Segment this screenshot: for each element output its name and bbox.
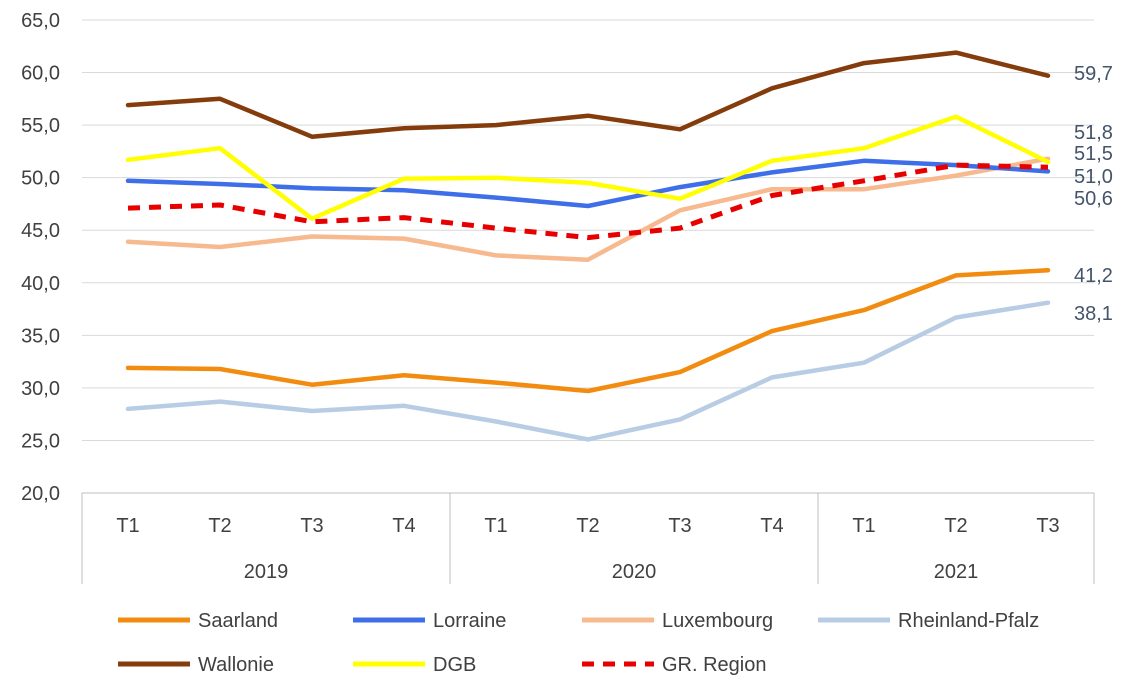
- legend: Saarland Lorraine Luxembourg Rheinland-Pfal…: [118, 610, 1039, 676]
- x-tick-label: T3: [1036, 515, 1059, 537]
- series-line-lorraine: [125, 158, 1051, 209]
- y-tick-label: 60,0: [21, 63, 60, 85]
- end-label-saarland: 41,2: [1074, 265, 1113, 287]
- series-line-dgb: [125, 114, 1051, 221]
- series-line-saarland: [125, 267, 1051, 394]
- series-line-rheinland-pfalz: [125, 300, 1051, 442]
- end-labels: 41,2 50,6 51,8 38,1 59,7 51,551,0: [1074, 63, 1113, 325]
- x-group-label: 2020: [612, 561, 657, 583]
- legend-label: Wallonie: [198, 654, 274, 676]
- end-label-lorraine: 50,6: [1074, 188, 1113, 210]
- series-line-luxembourg: [125, 156, 1051, 262]
- end-label-wallonie: 59,7: [1074, 63, 1113, 85]
- y-tick-label: 25,0: [21, 430, 60, 452]
- series-lines: [125, 50, 1051, 442]
- legend-label: Luxembourg: [662, 610, 773, 632]
- legend-label: GR. Region: [662, 654, 767, 676]
- x-tick-label: T3: [668, 515, 691, 537]
- gridlines: [82, 19, 1094, 441]
- x-tick-label: T1: [116, 515, 139, 537]
- legend-item: DGB: [353, 654, 476, 676]
- y-tick-label: 45,0: [21, 220, 60, 242]
- x-tick-label: T3: [300, 515, 323, 537]
- y-tick-label: 50,0: [21, 168, 60, 190]
- legend-item: GR. Region: [582, 654, 767, 676]
- x-group-label: 2021: [934, 561, 979, 583]
- legend-item: Lorraine: [353, 610, 506, 632]
- y-tick-label: 20,0: [21, 483, 60, 505]
- end-label-dgb: 51,5: [1074, 143, 1113, 165]
- end-label-gr-region: 51,0: [1074, 166, 1113, 188]
- legend-item: Wallonie: [118, 654, 274, 676]
- legend-item: Rheinland-Pfalz: [818, 610, 1039, 632]
- legend-item: Luxembourg: [582, 610, 773, 632]
- x-tick-label: T4: [760, 515, 783, 537]
- x-tick-label: T2: [576, 515, 599, 537]
- legend-label: Rheinland-Pfalz: [898, 610, 1039, 632]
- series-line-gr-region: [127, 162, 1049, 241]
- x-tick-label: T1: [484, 515, 507, 537]
- y-tick-label: 55,0: [21, 115, 60, 137]
- series-line-wallonie: [125, 50, 1051, 139]
- x-axis: T1 T2 T3 T4 T1 T2 T3 T4 T1 T2 T3 2019 2020 2021: [81, 492, 1095, 584]
- y-axis: 20,0 25,0 30,0 35,0 40,0 45,0 50,0 55,0 60,0 65,0: [21, 10, 60, 505]
- x-tick-label: T2: [208, 515, 231, 537]
- legend-item: Saarland: [118, 610, 278, 632]
- x-tick-label: T4: [392, 515, 415, 537]
- y-tick-label: 65,0: [21, 10, 60, 32]
- x-tick-label: T1: [852, 515, 875, 537]
- legend-label: DGB: [433, 654, 476, 676]
- end-label-rheinland-pfalz: 38,1: [1074, 303, 1113, 325]
- legend-label: Saarland: [198, 610, 278, 632]
- y-tick-label: 35,0: [21, 325, 60, 347]
- y-tick-label: 40,0: [21, 273, 60, 295]
- x-group-label: 2019: [244, 561, 289, 583]
- end-label-luxembourg: 51,8: [1074, 122, 1113, 144]
- y-tick-label: 30,0: [21, 378, 60, 400]
- x-tick-label: T2: [944, 515, 967, 537]
- legend-label: Lorraine: [433, 610, 506, 632]
